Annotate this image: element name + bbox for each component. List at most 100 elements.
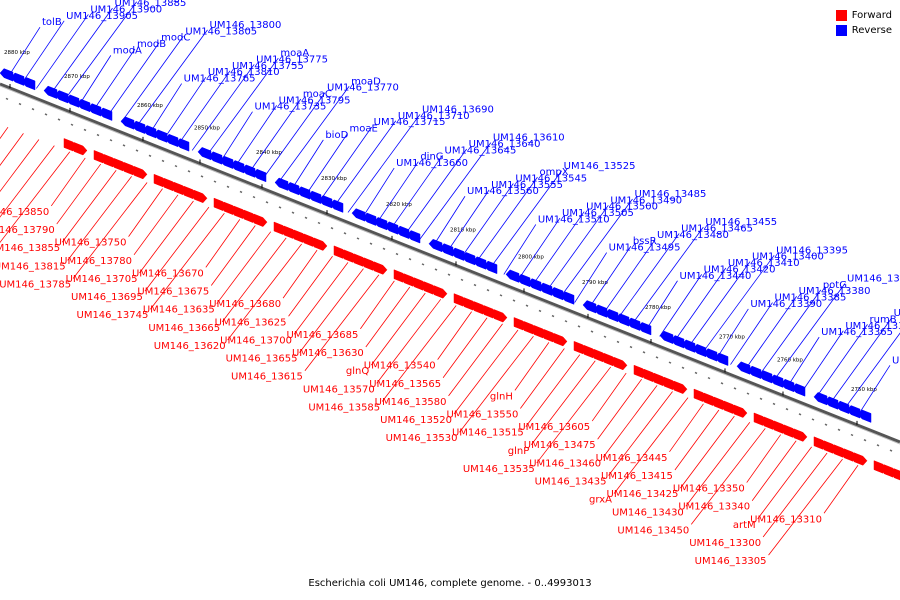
forward-gene-label[interactable]: UM146_13655 xyxy=(226,354,298,365)
forward-gene-label[interactable]: UM146_13635 xyxy=(143,305,215,316)
forward-gene-label[interactable]: UM146_13785 xyxy=(0,280,71,291)
reverse-gene-arrow[interactable] xyxy=(197,147,212,161)
reverse-gene-label[interactable]: UM146_13455 xyxy=(705,217,777,228)
forward-gene-label[interactable]: glnQ xyxy=(346,366,369,377)
reverse-gene-arrow[interactable] xyxy=(362,212,377,226)
reverse-gene-label[interactable]: bssR xyxy=(633,236,657,247)
reverse-gene-label[interactable]: UM146_13810 xyxy=(208,67,280,78)
forward-gene-label[interactable]: UM146_13540 xyxy=(364,361,436,372)
reverse-gene-label[interactable]: modB xyxy=(137,39,166,50)
forward-gene-label[interactable]: UM146_13305 xyxy=(695,556,767,567)
reverse-gene-arrow[interactable] xyxy=(230,160,245,174)
reverse-gene-arrow[interactable] xyxy=(307,190,322,205)
reverse-gene-arrow[interactable] xyxy=(505,269,520,283)
reverse-gene-label[interactable]: UM146_13885 xyxy=(115,0,187,9)
forward-gene-label[interactable]: UM146_13515 xyxy=(452,428,524,439)
reverse-gene-arrow[interactable] xyxy=(593,304,608,318)
forward-gene-label[interactable]: UM146_13675 xyxy=(137,287,209,298)
forward-gene-label[interactable]: UM146_13625 xyxy=(215,317,287,328)
reverse-gene-arrow[interactable] xyxy=(274,177,289,191)
forward-gene-label[interactable]: UM146_13700 xyxy=(220,335,292,346)
reverse-gene-label[interactable]: UM146_13755 xyxy=(232,61,304,72)
reverse-gene-label[interactable]: UM146_13325 xyxy=(892,355,900,366)
forward-gene-label[interactable]: UM146_13585 xyxy=(308,402,380,413)
forward-gene-label[interactable]: UM146_13750 xyxy=(55,238,127,249)
reverse-gene-arrow[interactable] xyxy=(692,343,707,358)
reverse-gene-label[interactable]: UM146_13395 xyxy=(776,245,848,256)
forward-gene-label[interactable]: UM146_13570 xyxy=(303,384,375,395)
reverse-gene-label[interactable]: UM146_13525 xyxy=(564,161,636,172)
forward-gene-arrow[interactable] xyxy=(373,261,388,275)
forward-gene-label[interactable]: UM146_13705 xyxy=(66,274,138,285)
forward-gene-label[interactable]: UM146_13565 xyxy=(369,379,441,390)
reverse-gene-label[interactable]: UM146_13380 xyxy=(799,286,871,297)
reverse-gene-label[interactable]: UM146_13610 xyxy=(493,133,565,144)
reverse-gene-label[interactable]: UM146_13390 xyxy=(750,299,822,310)
reverse-gene-arrow[interactable] xyxy=(527,278,542,292)
reverse-gene-label[interactable]: UM146_13795 xyxy=(279,95,351,106)
reverse-gene-label[interactable]: bioD xyxy=(325,130,348,141)
reverse-gene-arrow[interactable] xyxy=(252,168,267,183)
reverse-gene-arrow[interactable] xyxy=(824,396,839,410)
forward-gene-arrow[interactable] xyxy=(853,452,868,466)
forward-gene-label[interactable]: UM146_13580 xyxy=(375,397,447,408)
reverse-gene-label[interactable]: UM146_13410 xyxy=(728,258,800,269)
reverse-gene-arrow[interactable] xyxy=(406,230,421,244)
forward-gene-label[interactable]: UM146_13475 xyxy=(524,440,596,451)
reverse-gene-label[interactable]: UM146_13485 xyxy=(635,189,707,200)
reverse-gene-arrow[interactable] xyxy=(747,365,762,380)
forward-gene-label[interactable]: UM146_13520 xyxy=(380,415,452,426)
reverse-gene-arrow[interactable] xyxy=(670,335,685,349)
reverse-gene-label[interactable]: moaA xyxy=(280,48,309,59)
forward-gene-label[interactable]: UM146_13605 xyxy=(518,422,590,433)
reverse-gene-label[interactable]: moaD xyxy=(351,76,381,87)
reverse-gene-arrow[interactable] xyxy=(395,225,410,240)
forward-gene-arrow[interactable] xyxy=(893,468,900,482)
reverse-gene-label[interactable]: tolB xyxy=(42,17,62,28)
reverse-gene-arrow[interactable] xyxy=(21,77,36,91)
reverse-gene-arrow[interactable] xyxy=(373,217,388,231)
forward-gene-arrow[interactable] xyxy=(253,213,268,227)
reverse-gene-arrow[interactable] xyxy=(791,383,806,397)
forward-gene-arrow[interactable] xyxy=(793,428,808,442)
reverse-gene-label[interactable]: modA xyxy=(113,45,142,56)
forward-gene-label[interactable]: UM146_13780 xyxy=(60,256,132,267)
reverse-gene-label[interactable]: ompX xyxy=(540,167,569,178)
reverse-gene-arrow[interactable] xyxy=(120,116,135,130)
reverse-gene-label[interactable]: UM146_13735 xyxy=(255,102,327,113)
reverse-gene-arrow[interactable] xyxy=(813,392,828,406)
forward-gene-label[interactable]: artM xyxy=(733,520,756,531)
forward-gene-label[interactable]: grxA xyxy=(589,495,612,506)
forward-gene-label[interactable]: UM146_13620 xyxy=(154,341,226,352)
reverse-gene-label[interactable]: UM146_13900 xyxy=(90,4,162,15)
reverse-gene-label[interactable]: UM146_13775 xyxy=(256,54,328,65)
reverse-gene-label[interactable]: potG xyxy=(823,280,847,291)
reverse-gene-label[interactable]: UM146_13640 xyxy=(469,139,541,150)
reverse-gene-label[interactable]: dinG xyxy=(420,152,443,163)
forward-gene-arrow[interactable] xyxy=(313,237,328,251)
forward-gene-label[interactable]: UM146_13300 xyxy=(689,538,761,549)
reverse-gene-arrow[interactable] xyxy=(703,348,718,362)
forward-gene-label[interactable]: UM146_13530 xyxy=(386,433,458,444)
reverse-gene-label[interactable]: UM146_13715 xyxy=(374,117,446,128)
reverse-gene-label[interactable]: UM146_13645 xyxy=(445,145,517,156)
forward-gene-label[interactable]: UM146_13680 xyxy=(209,299,281,310)
reverse-gene-label[interactable]: UM146_13365 xyxy=(821,327,893,338)
reverse-gene-arrow[interactable] xyxy=(769,374,784,388)
forward-gene-label[interactable]: UM146_13415 xyxy=(601,471,673,482)
reverse-gene-arrow[interactable] xyxy=(208,151,223,165)
reverse-gene-label[interactable]: UM146_13480 xyxy=(657,230,729,241)
reverse-gene-label[interactable]: moaC xyxy=(303,89,332,100)
forward-gene-label[interactable]: UM146_13310 xyxy=(750,514,822,525)
reverse-gene-label[interactable]: UM146_13465 xyxy=(681,223,753,234)
forward-gene-label[interactable]: UM146_13340 xyxy=(678,502,750,513)
reverse-gene-label[interactable]: UM146_13800 xyxy=(210,20,282,31)
reverse-gene-label[interactable]: UM146_13370 xyxy=(847,273,900,284)
forward-gene-label[interactable]: UM146_13615 xyxy=(231,372,303,383)
reverse-gene-label[interactable]: moaE xyxy=(350,124,378,135)
reverse-gene-arrow[interactable] xyxy=(780,378,795,393)
reverse-gene-arrow[interactable] xyxy=(296,186,311,200)
reverse-gene-arrow[interactable] xyxy=(65,94,80,108)
reverse-gene-arrow[interactable] xyxy=(318,195,333,209)
forward-gene-label[interactable]: UM146_13450 xyxy=(617,525,689,536)
